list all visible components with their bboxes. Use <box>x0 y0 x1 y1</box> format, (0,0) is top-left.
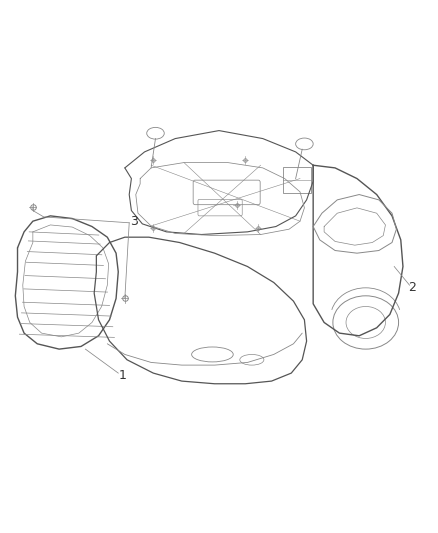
Text: 3: 3 <box>130 215 138 228</box>
Bar <box>283 167 311 193</box>
Text: 1: 1 <box>119 369 127 382</box>
Text: 2: 2 <box>408 281 416 294</box>
